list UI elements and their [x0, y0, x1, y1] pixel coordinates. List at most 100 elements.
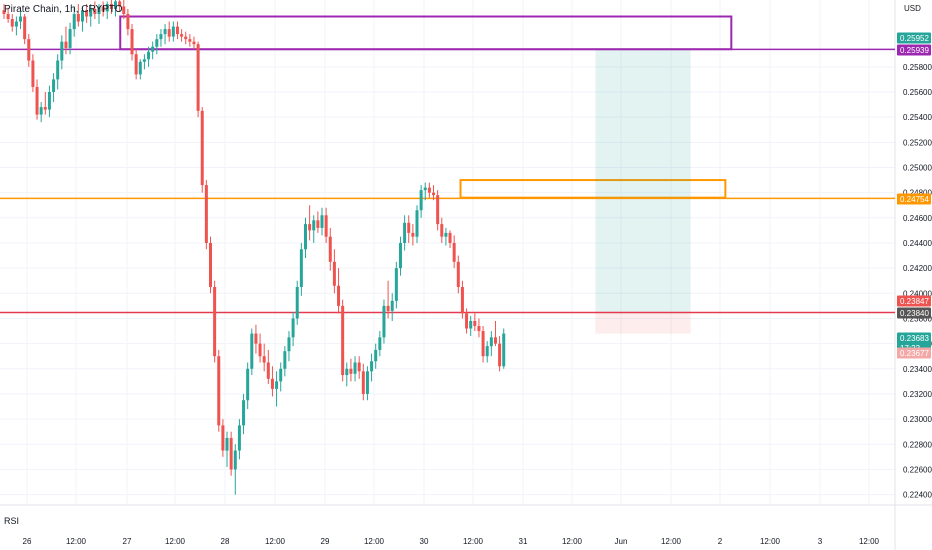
x-tick-label: Jun: [615, 537, 628, 546]
candle-body: [287, 337, 291, 352]
currency-label: USD: [904, 4, 921, 13]
price-badges: 0.25952 0.25939 0.24754 0.23847 0.23840 0.236…: [897, 32, 931, 359]
candle: [365, 366, 369, 401]
candle: [6, 7, 10, 23]
candle-body: [147, 51, 151, 60]
price-badge: [897, 44, 931, 56]
candle-body: [266, 362, 270, 379]
candle: [134, 49, 138, 80]
candle-body: [80, 10, 84, 22]
candle: [353, 356, 357, 382]
candle: [258, 333, 262, 363]
candle: [386, 280, 390, 319]
horizontal-lines: [0, 48, 895, 314]
candle: [303, 217, 307, 259]
candle-body: [200, 110, 204, 186]
candle-body: [444, 232, 448, 237]
candle: [151, 41, 155, 60]
candle-body: [39, 107, 43, 115]
x-tick-label: 12:00: [859, 537, 880, 546]
candle-body: [275, 381, 279, 389]
candle-body: [6, 13, 10, 20]
candle: [398, 236, 402, 276]
candle: [80, 6, 84, 32]
candle-body: [246, 368, 250, 401]
candle: [452, 235, 456, 269]
y-tick-label: 0.25200: [903, 138, 932, 147]
target-zone[interactable]: [595, 49, 691, 314]
candle: [295, 280, 299, 325]
candle-body: [47, 91, 51, 110]
candle-body: [89, 8, 93, 17]
orange-box[interactable]: [459, 179, 727, 199]
candle-body: [407, 222, 411, 233]
candle: [320, 207, 324, 236]
candle: [374, 343, 378, 369]
candle: [502, 328, 506, 369]
candle: [188, 34, 192, 47]
candle: [332, 249, 336, 294]
candle: [47, 85, 51, 118]
purple-box[interactable]: [119, 15, 733, 51]
candle: [415, 205, 419, 243]
candle-body: [64, 41, 68, 48]
candle-body: [473, 320, 477, 327]
candle: [337, 268, 341, 314]
price-badge: [897, 307, 931, 319]
candle: [403, 215, 407, 251]
candle-body: [221, 425, 225, 451]
candle: [266, 349, 270, 384]
chart-title: Pirate Chain, 1h, CRYPTO: [4, 4, 123, 15]
candle: [72, 6, 76, 37]
rsi-pane-label[interactable]: RSI: [4, 516, 20, 526]
candle-body: [134, 54, 138, 75]
candle: [85, 3, 89, 23]
candle-body: [370, 361, 374, 372]
candle-body: [60, 41, 64, 61]
stop-zone[interactable]: [595, 313, 691, 334]
drawing-zones: [119, 15, 733, 334]
candle-body: [209, 242, 212, 288]
candle-body: [225, 437, 229, 451]
candle-body: [142, 59, 146, 62]
candle-body: [423, 187, 427, 191]
candle-body: [175, 26, 179, 35]
candle: [180, 29, 184, 42]
x-tick-label: 3: [818, 537, 823, 546]
candle-body: [180, 34, 184, 37]
candle: [229, 431, 233, 476]
candle-body: [291, 318, 295, 338]
candle: [382, 299, 386, 344]
y-tick-label: 0.24200: [903, 264, 932, 273]
candle: [316, 211, 320, 233]
y-tick-label: 0.22800: [903, 440, 932, 449]
candle-body: [242, 400, 246, 426]
candle-body: [299, 249, 303, 288]
candle-body: [159, 34, 163, 40]
candle-body: [56, 60, 60, 80]
x-tick-label: 31: [519, 537, 528, 546]
candle-body: [72, 13, 76, 30]
candle: [192, 36, 196, 50]
candle: [279, 362, 283, 392]
candle-body: [138, 61, 142, 75]
candle-body: [308, 224, 312, 231]
candle-body: [320, 215, 324, 228]
candle: [481, 326, 485, 363]
candle-body: [76, 13, 80, 22]
candle: [138, 59, 142, 80]
candle: [43, 91, 47, 115]
candle-body: [328, 236, 332, 262]
candle-body: [440, 224, 444, 237]
candle-body: [258, 343, 262, 357]
candle-body: [481, 331, 485, 357]
candle: [89, 3, 93, 27]
candle-body: [415, 210, 419, 237]
candle-body: [448, 232, 452, 243]
candle: [299, 242, 303, 296]
candle-body: [105, 3, 109, 12]
candle-body: [188, 39, 192, 42]
candle: [237, 419, 241, 460]
y-tick-label: 0.25600: [903, 88, 932, 97]
